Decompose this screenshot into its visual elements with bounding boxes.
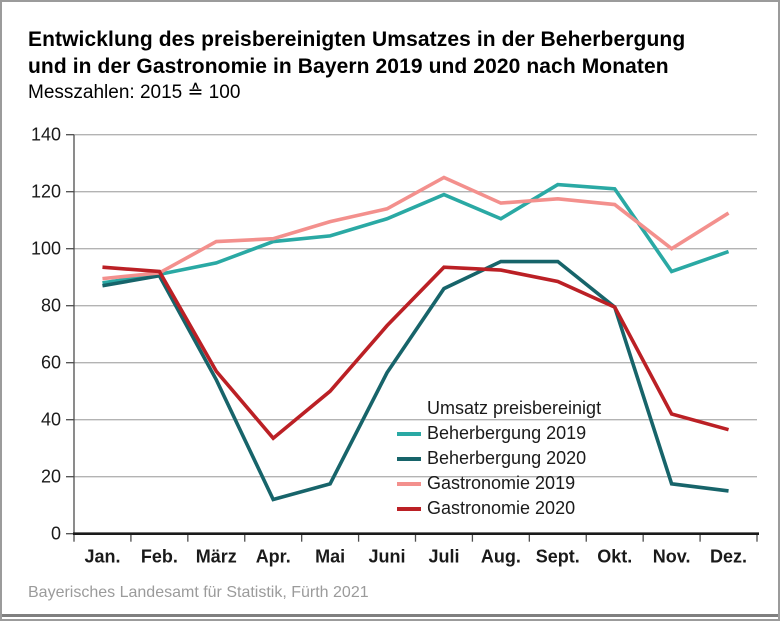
legend-swatch-gastronomie-2019 — [397, 481, 421, 486]
legend-title: Umsatz preisbereinigt — [427, 398, 602, 418]
x-tick-label-dez: Dez. — [710, 547, 747, 567]
series-line-beherbergung-2019 — [102, 182, 730, 285]
y-tick-label-0: 0 — [51, 524, 61, 544]
x-tick-label-juli: Juli — [428, 547, 459, 567]
x-tick-label-aug: Aug. — [481, 547, 521, 567]
series-line-gastronomie-2020 — [102, 265, 730, 441]
legend-item: Beherbergung 2020 — [397, 446, 601, 471]
x-tick-label-sept: Sept. — [536, 547, 580, 567]
source-attribution: Bayerisches Landesamt für Statistik, Für… — [28, 584, 369, 601]
y-tick-label-20: 20 — [41, 467, 61, 487]
x-tick-label-jan: Jan. — [84, 547, 120, 567]
x-tick-label-nov: Nov. — [653, 547, 691, 567]
chart-legend: Umsatz preisbereinigt Beherbergung 2019 … — [397, 396, 601, 521]
chart-title-line1: Entwicklung des preisbereinigten Umsatze… — [28, 28, 686, 51]
x-tick-label-apr: Apr. — [256, 547, 291, 567]
legend-item: Beherbergung 2019 — [397, 421, 601, 446]
series-line-gastronomie-2019 — [102, 175, 730, 281]
x-tick-label-mai: Mai — [315, 547, 345, 567]
x-tick-label-m-rz: März — [196, 547, 237, 567]
y-tick-label-60: 60 — [41, 353, 61, 373]
legend-label: Beherbergung 2019 — [427, 423, 587, 443]
y-tick-label-100: 100 — [31, 239, 61, 259]
bottom-divider — [2, 614, 778, 617]
legend-item: Gastronomie 2020 — [397, 496, 601, 521]
x-tick-label-juni: Juni — [369, 547, 406, 567]
legend-item: Gastronomie 2019 — [397, 471, 601, 496]
legend-swatch-beherbergung-2019 — [397, 431, 421, 436]
series-line-beherbergung-2020 — [102, 259, 729, 502]
y-tick-label-120: 120 — [31, 182, 61, 202]
y-tick-label-40: 40 — [41, 410, 61, 430]
x-tick-label-feb: Feb. — [141, 547, 178, 567]
legend-label: Gastronomie 2019 — [427, 473, 576, 493]
x-tick-label-okt: Okt. — [597, 547, 632, 567]
y-tick-label-140: 140 — [31, 125, 61, 145]
legend-label: Beherbergung 2020 — [427, 448, 587, 468]
chart-title-line2: und in der Gastronomie in Bayern 2019 un… — [28, 55, 669, 78]
legend-swatch-gastronomie-2020 — [397, 506, 421, 511]
legend-label: Gastronomie 2020 — [427, 498, 576, 518]
y-tick-label-80: 80 — [41, 296, 61, 316]
chart-subtitle: Messzahlen: 2015 ≙ 100 — [28, 82, 241, 103]
chart-header: Entwicklung des preisbereinigten Umsatze… — [28, 26, 685, 106]
legend-swatch-beherbergung-2020 — [397, 456, 421, 461]
